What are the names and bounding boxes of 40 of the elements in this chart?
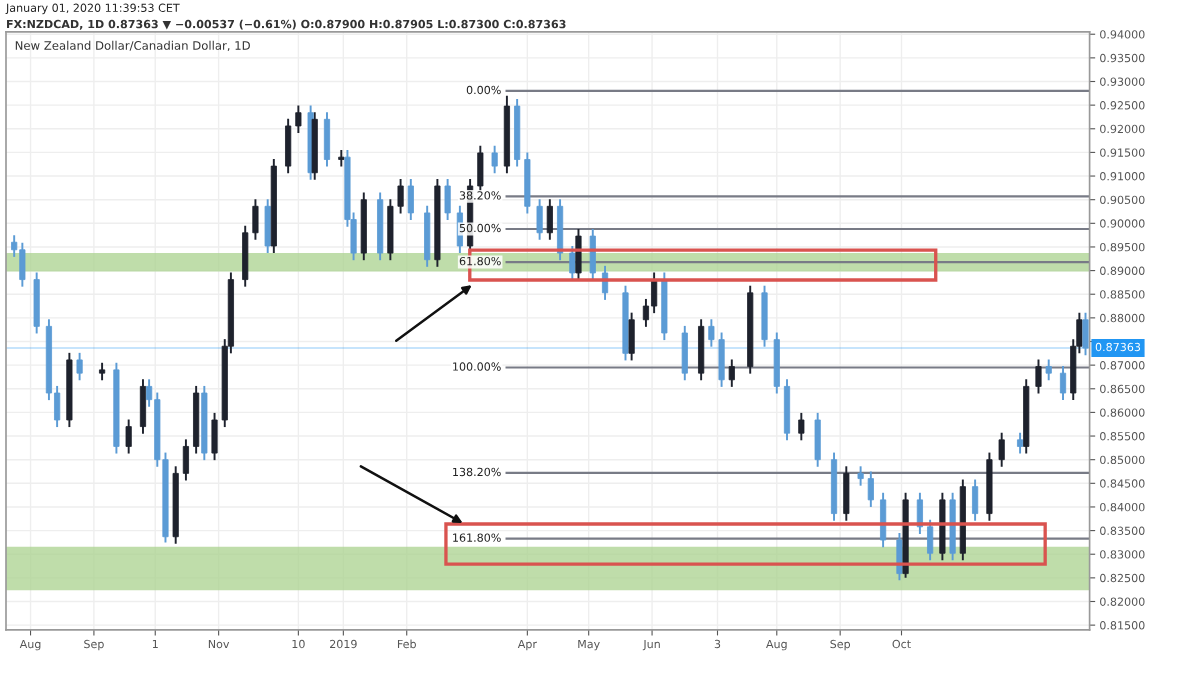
candlestick xyxy=(1017,431,1024,455)
candlestick xyxy=(1035,358,1042,395)
candlestick xyxy=(444,177,451,221)
candlestick xyxy=(857,465,864,487)
candlestick xyxy=(927,518,934,562)
candlestick xyxy=(773,331,780,395)
candlestick xyxy=(182,438,189,482)
candlestick xyxy=(477,144,484,195)
candlestick xyxy=(783,378,791,442)
candlestick xyxy=(651,271,658,315)
candlestick xyxy=(798,411,805,442)
candlestick xyxy=(628,311,635,362)
candlestick xyxy=(524,151,531,215)
candlestick xyxy=(681,324,688,382)
candlestick xyxy=(1045,358,1052,382)
candlestick xyxy=(424,204,431,268)
candlestick xyxy=(843,465,850,522)
candlestick xyxy=(491,144,498,175)
candlestick xyxy=(139,378,147,435)
candlestick xyxy=(546,198,553,241)
candlestick xyxy=(536,198,543,241)
candlestick xyxy=(1059,365,1067,402)
candlestick xyxy=(698,318,705,382)
candlestick xyxy=(125,418,132,455)
candlestick xyxy=(76,351,83,382)
candlestick xyxy=(880,491,887,549)
candlestick xyxy=(867,470,874,508)
candlestick xyxy=(728,358,735,388)
candlestick xyxy=(761,284,768,348)
candlestick xyxy=(323,111,331,168)
candlestick xyxy=(556,198,564,262)
candlestick xyxy=(295,104,302,134)
candlestick xyxy=(33,271,40,335)
candlestick xyxy=(285,117,292,175)
candlestick xyxy=(972,478,979,522)
candlestick xyxy=(998,431,1005,468)
candlestick xyxy=(264,198,271,255)
candlestick xyxy=(407,177,414,221)
candlestick xyxy=(19,241,26,288)
candlestick xyxy=(814,411,821,468)
